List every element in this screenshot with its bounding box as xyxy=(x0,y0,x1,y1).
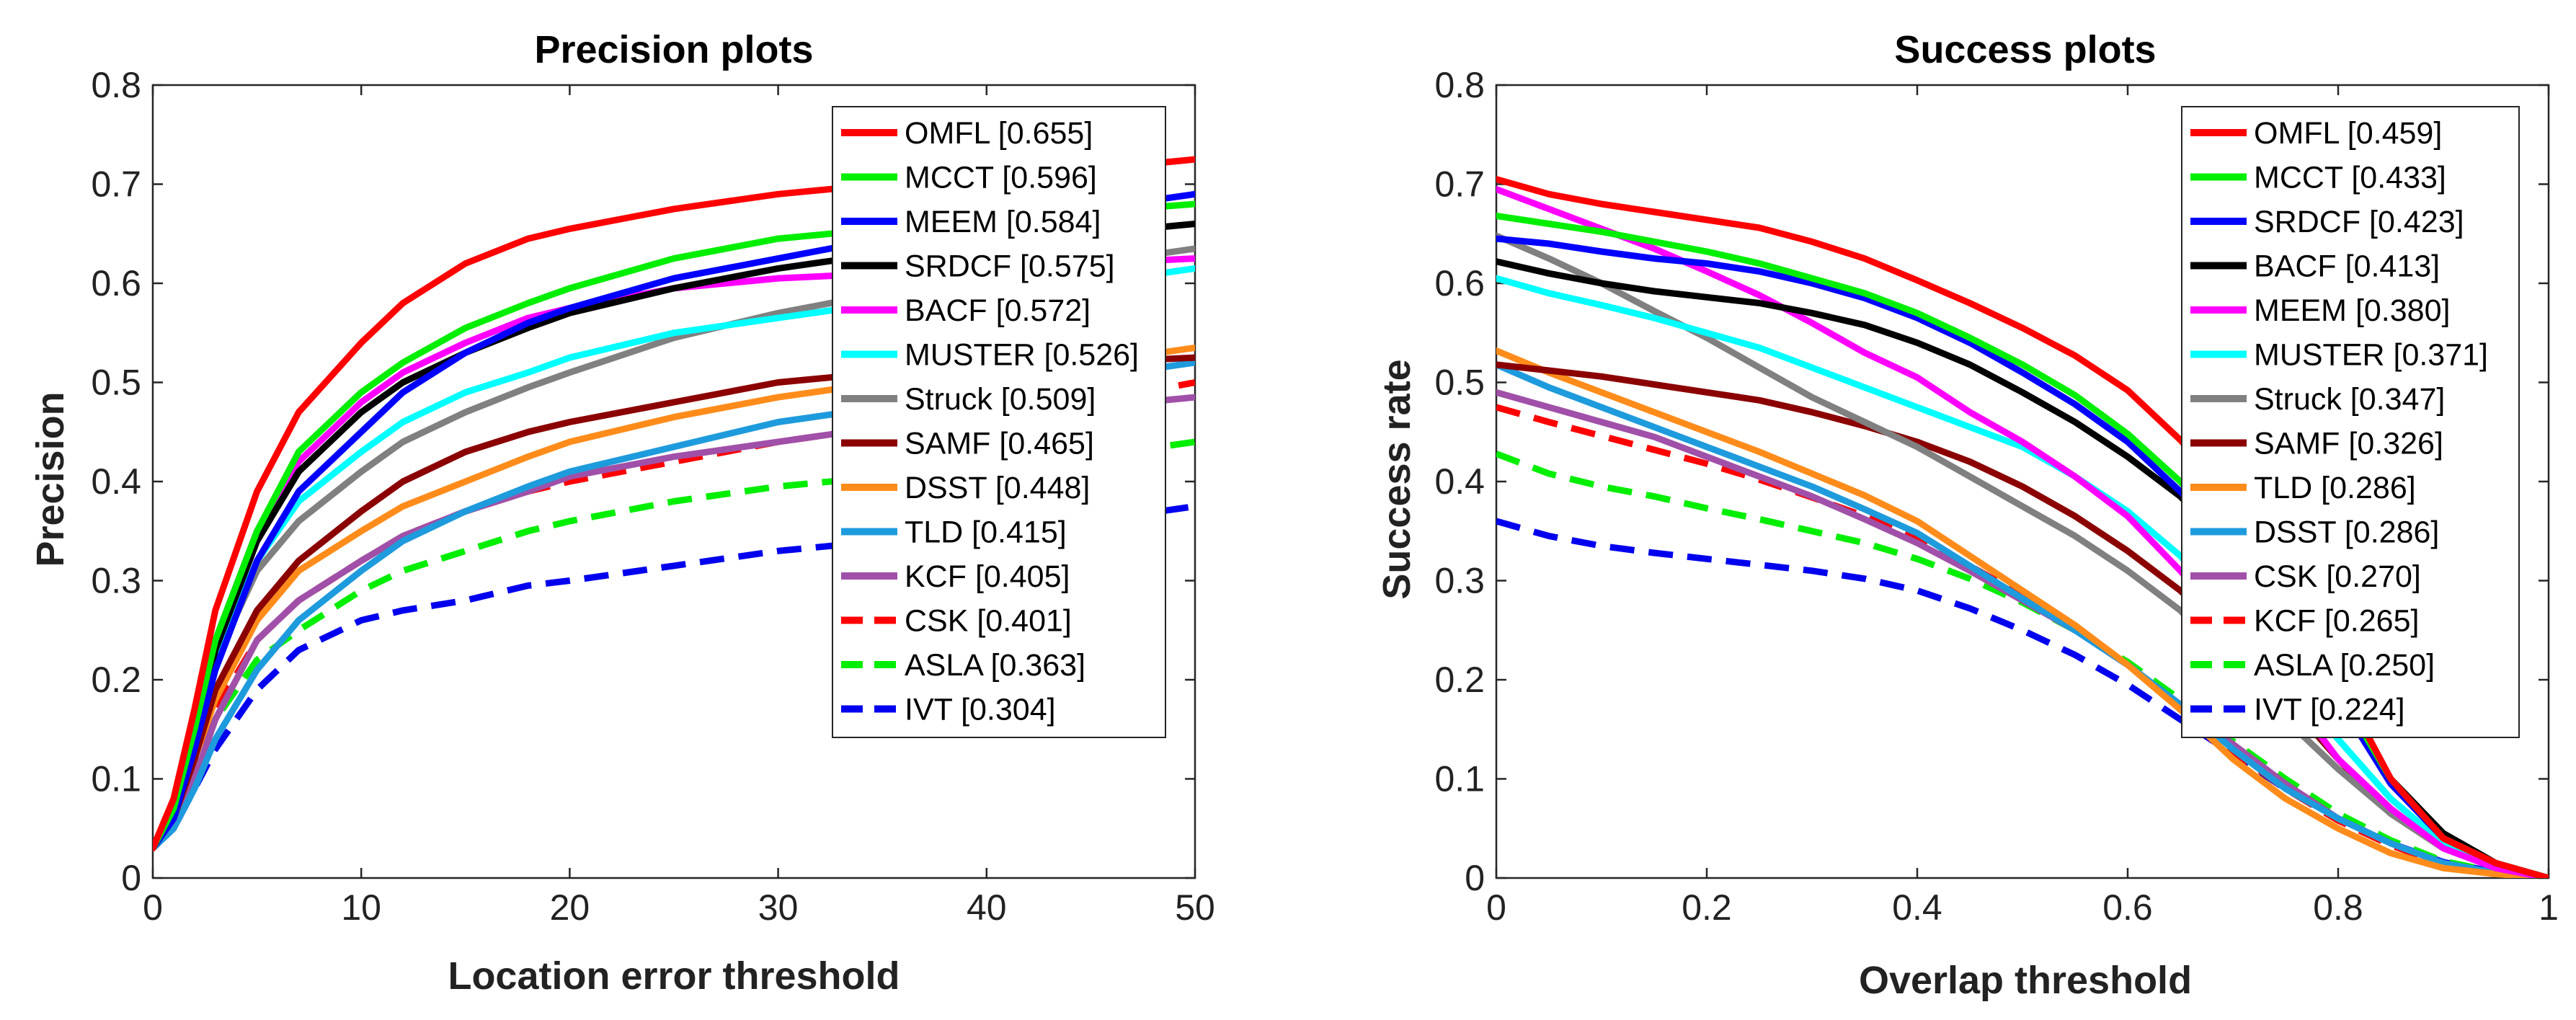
precision-legend-label-asla: ASLA [0.363] xyxy=(905,648,1085,683)
precision-legend-label-struck: Struck [0.509] xyxy=(905,382,1096,417)
success-xtick-label: 0 xyxy=(1486,887,1506,928)
precision-legend-label-mcct: MCCT [0.596] xyxy=(905,161,1097,195)
success-xtick-label: 0.4 xyxy=(1892,887,1942,928)
precision-xtick-label: 0 xyxy=(143,887,163,928)
success-plot-ylabel: Success rate xyxy=(1375,359,1418,599)
precision-legend-label-kcf: KCF [0.405] xyxy=(905,559,1070,594)
success-plot-xlabel: Overlap threshold xyxy=(1859,959,2192,1002)
success-series-srdcf xyxy=(1496,235,2549,878)
success-legend-label-muster: MUSTER [0.371] xyxy=(2254,338,2488,373)
success-legend-label-kcf: KCF [0.265] xyxy=(2254,604,2419,639)
precision-xtick-label: 40 xyxy=(967,887,1007,928)
precision-legend-label-tld: TLD [0.415] xyxy=(905,515,1067,550)
precision-ytick-label: 0.4 xyxy=(91,461,141,502)
precision-plot-xlabel: Location error threshold xyxy=(448,954,900,998)
success-plot-panel: Success plots Overlap threshold Success … xyxy=(1375,28,2559,1002)
precision-xtick-label: 20 xyxy=(550,887,590,928)
success-series-group xyxy=(1496,176,2549,878)
precision-plot-title: Precision plots xyxy=(534,28,813,71)
success-legend-label-srdcf: SRDCF [0.423] xyxy=(2254,205,2464,239)
precision-legend-label-meem: MEEM [0.584] xyxy=(905,205,1101,239)
success-series-omfl xyxy=(1496,176,2549,878)
success-ytick-label: 0.4 xyxy=(1434,461,1485,502)
success-ytick-label: 0.8 xyxy=(1434,65,1485,105)
success-legend-label-asla: ASLA [0.250] xyxy=(2254,648,2435,683)
precision-ytick-label: 0.2 xyxy=(91,660,141,700)
success-legend: OMFL [0.459] MCCT [0.433] SRDCF [0.423] BAC… xyxy=(2181,106,2520,738)
precision-legend-label-dsst: DSST [0.448] xyxy=(905,471,1090,505)
precision-ytick-label: 0.3 xyxy=(91,561,141,601)
precision-legend-label-bacf: BACF [0.572] xyxy=(905,293,1091,328)
success-ytick-label: 0.6 xyxy=(1434,263,1485,303)
success-legend-label-struck: Struck [0.347] xyxy=(2254,382,2445,417)
success-ytick-label: 0.5 xyxy=(1434,363,1485,403)
precision-ytick-label: 0.5 xyxy=(91,363,141,403)
precision-legend-label-samf: SAMF [0.465] xyxy=(905,427,1094,461)
success-ytick-label: 0.7 xyxy=(1434,164,1485,205)
precision-xtick-label: 50 xyxy=(1175,887,1215,928)
success-legend-box xyxy=(2181,106,2520,738)
success-legend-label-samf: SAMF [0.326] xyxy=(2254,427,2443,461)
precision-legend-label-ivt: IVT [0.304] xyxy=(905,693,1056,727)
success-ytick-label: 0.1 xyxy=(1434,759,1485,799)
precision-plot-panel: Precision plots Location error threshold… xyxy=(29,28,1215,998)
precision-legend-label-omfl: OMFL [0.655] xyxy=(905,116,1093,151)
precision-ytick-label: 0 xyxy=(121,858,141,898)
success-legend-label-dsst: DSST [0.286] xyxy=(2254,515,2439,550)
success-ytick-label: 0 xyxy=(1465,858,1485,898)
success-plot-title: Success plots xyxy=(1894,28,2156,71)
success-series-meem xyxy=(1496,185,2549,878)
precision-legend-label-muster: MUSTER [0.526] xyxy=(905,338,1139,373)
success-series-tld xyxy=(1496,347,2549,878)
precision-xtick-label: 10 xyxy=(341,887,381,928)
precision-legend-box xyxy=(832,106,1166,738)
success-legend-label-csk: CSK [0.270] xyxy=(2254,559,2421,594)
precision-ytick-label: 0.6 xyxy=(91,263,141,303)
success-series-muster xyxy=(1496,275,2549,878)
success-xtick-label: 0.8 xyxy=(2313,887,2363,928)
precision-xtick-label: 30 xyxy=(758,887,799,928)
success-legend-label-ivt: IVT [0.224] xyxy=(2254,693,2405,727)
success-series-dsst xyxy=(1496,361,2549,878)
precision-ytick-label: 0.7 xyxy=(91,164,141,205)
precision-legend-label-srdcf: SRDCF [0.575] xyxy=(905,249,1115,284)
success-ytick-label: 0.3 xyxy=(1434,561,1485,601)
success-legend-label-tld: TLD [0.286] xyxy=(2254,471,2416,505)
success-xtick-label: 1 xyxy=(2539,887,2559,928)
success-legend-label-omfl: OMFL [0.459] xyxy=(2254,116,2442,151)
precision-ytick-label: 0.1 xyxy=(91,759,141,799)
precision-plot-ylabel: Precision xyxy=(29,391,72,567)
success-legend-label-bacf: BACF [0.413] xyxy=(2254,249,2440,284)
success-legend-label-meem: MEEM [0.380] xyxy=(2254,293,2450,328)
success-ytick-label: 0.2 xyxy=(1434,660,1485,700)
success-xtick-label: 0.2 xyxy=(1682,887,1732,928)
precision-ytick-label: 0.8 xyxy=(91,65,141,105)
success-legend-label-mcct: MCCT [0.433] xyxy=(2254,161,2446,195)
success-xtick-label: 0.6 xyxy=(2102,887,2153,928)
precision-legend-label-csk: CSK [0.401] xyxy=(905,604,1072,639)
precision-legend: OMFL [0.655] MCCT [0.596] MEEM [0.584] SRDC… xyxy=(832,106,1166,738)
